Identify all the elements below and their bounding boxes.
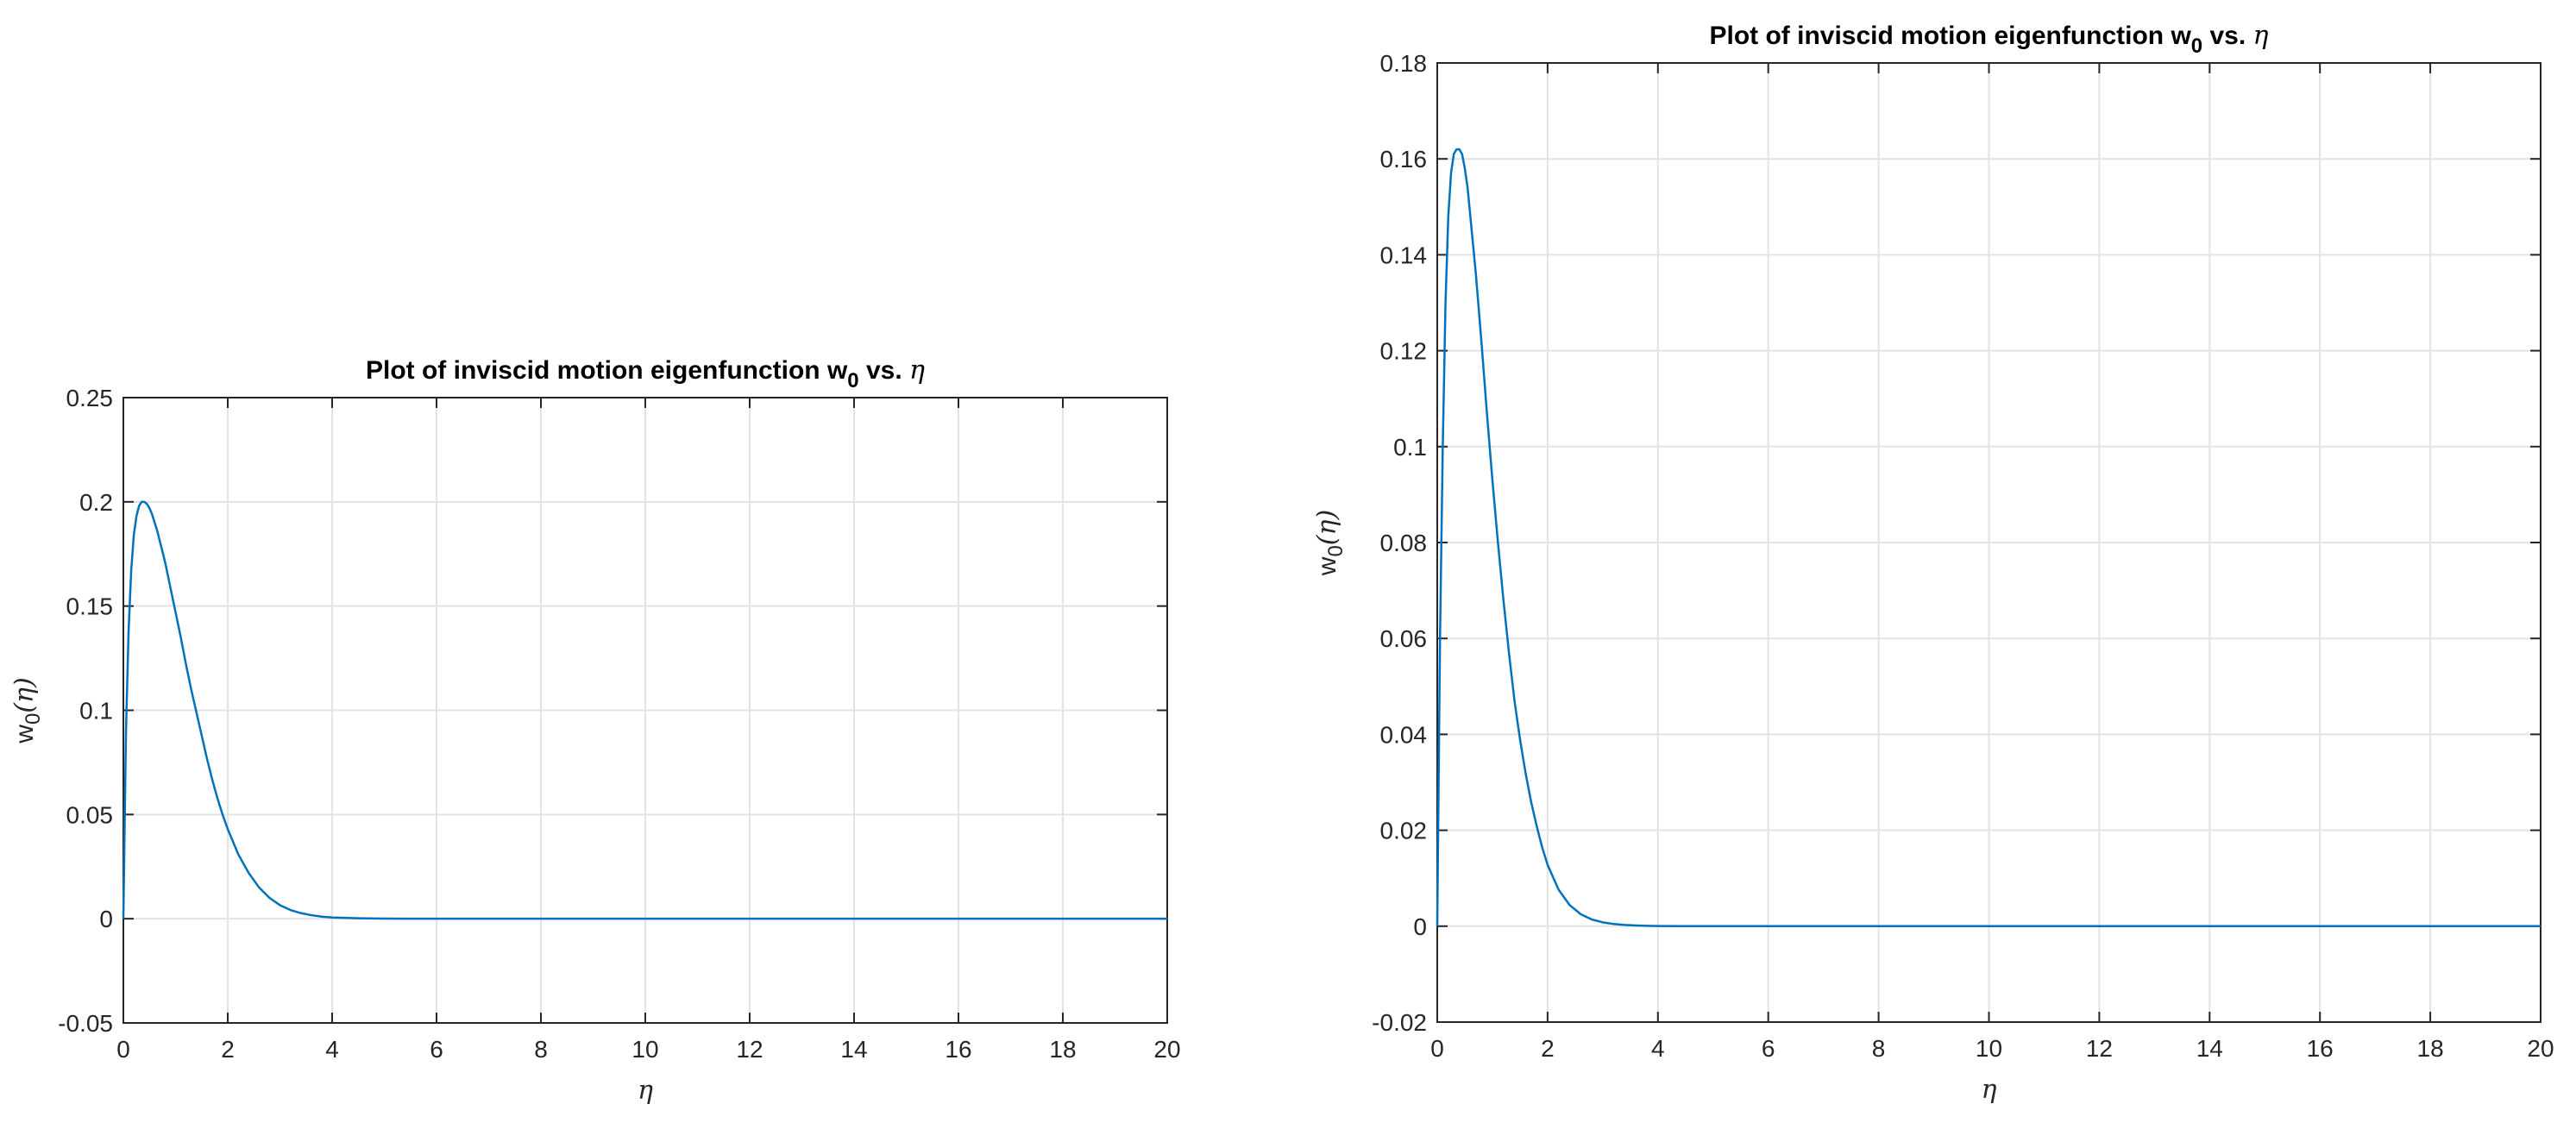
y-tick-label: 0.1: [79, 698, 113, 725]
x-tick-label: 0: [1430, 1035, 1444, 1062]
y-tick-label: 0.06: [1380, 625, 1428, 652]
y-axis-label-argument: (η): [1312, 510, 1342, 545]
x-tick-label: 2: [1541, 1035, 1555, 1062]
y-tick-label: 0.18: [1380, 50, 1428, 77]
y-axis-label-argument: (η): [9, 677, 40, 712]
chart-title-symbol: η: [2253, 21, 2269, 51]
y-tick-label: 0.14: [1380, 242, 1428, 268]
chart-title-text: Plot of inviscid motion eigenfunction w: [1709, 22, 2191, 50]
y-tick-label: 0.04: [1380, 721, 1428, 748]
y-axis-label-text: w: [1313, 556, 1341, 576]
x-tick-label: 8: [534, 1036, 548, 1063]
chart-title: Plot of inviscid motion eigenfunction w0…: [1709, 21, 2268, 58]
x-tick-label: 14: [840, 1036, 867, 1063]
series-line: [1436, 147, 2541, 928]
y-tick-label: -0.02: [1372, 1009, 1427, 1036]
x-tick-label: 16: [2307, 1035, 2334, 1062]
x-tick-label: 20: [1153, 1036, 1180, 1063]
left-chart: 0 2 4 6 8 10 12 14 16 18 20-0.0500.050.10.150.20.2…: [9, 355, 1181, 1106]
y-tick-label: 0.1: [1393, 434, 1427, 461]
y-tick-label: 0.12: [1380, 338, 1428, 365]
x-axis-label: η: [638, 1076, 653, 1106]
chart-title-subscript: 0: [847, 369, 858, 392]
y-tick-label: 0.25: [66, 385, 114, 411]
chart-title: Plot of inviscid motion eigenfunction w0…: [366, 355, 925, 392]
y-axis-label: w0(η): [1312, 510, 1348, 576]
x-tick-label: 10: [631, 1036, 658, 1063]
y-axis-label-text: w: [10, 725, 39, 744]
chart-title-subscript: 0: [2191, 35, 2202, 58]
y-axis-label: w0(η): [9, 677, 45, 743]
x-tick-label: 14: [2196, 1035, 2223, 1062]
chart-title-tail: vs.: [2202, 22, 2252, 50]
x-tick-label: 18: [2417, 1035, 2444, 1062]
x-tick-label: 12: [2086, 1035, 2113, 1062]
x-tick-label: 18: [1049, 1036, 1076, 1063]
x-tick-label: 16: [945, 1036, 971, 1063]
y-axis-label-subscript: 0: [22, 713, 45, 725]
y-tick-label: 0.08: [1380, 530, 1428, 556]
right-chart: 0 2 4 6 8 10 12 14 16 18 20-0.0200.020.040.060.080…: [1312, 21, 2554, 1105]
x-tick-label: 6: [430, 1036, 443, 1063]
x-tick-label: 6: [1762, 1035, 1775, 1062]
y-tick-label: 0.2: [79, 489, 113, 516]
x-tick-label: 10: [1976, 1035, 2002, 1062]
x-tick-label: 4: [1651, 1035, 1665, 1062]
x-tick-label: 12: [736, 1036, 763, 1063]
x-tick-label: 8: [1872, 1035, 1886, 1062]
y-tick-label: 0: [99, 906, 113, 932]
chart-title-tail: vs.: [859, 356, 909, 385]
y-tick-label: 0: [1413, 913, 1427, 940]
x-tick-label: 0: [116, 1036, 130, 1063]
series-line: [122, 500, 1167, 920]
x-tick-label: 4: [325, 1036, 339, 1063]
x-tick-label: 2: [221, 1036, 235, 1063]
y-tick-label: 0.16: [1380, 146, 1428, 173]
chart-title-symbol: η: [909, 355, 925, 386]
y-tick-label: 0.02: [1380, 818, 1428, 844]
y-axis-label-subscript: 0: [1324, 545, 1348, 556]
chart-title-text: Plot of inviscid motion eigenfunction w: [366, 356, 848, 385]
x-axis-label: η: [1982, 1075, 1997, 1105]
y-tick-label: 0.15: [66, 593, 114, 620]
x-tick-label: 20: [2527, 1035, 2554, 1062]
y-tick-label: -0.05: [58, 1010, 113, 1037]
y-tick-label: 0.05: [66, 801, 114, 828]
